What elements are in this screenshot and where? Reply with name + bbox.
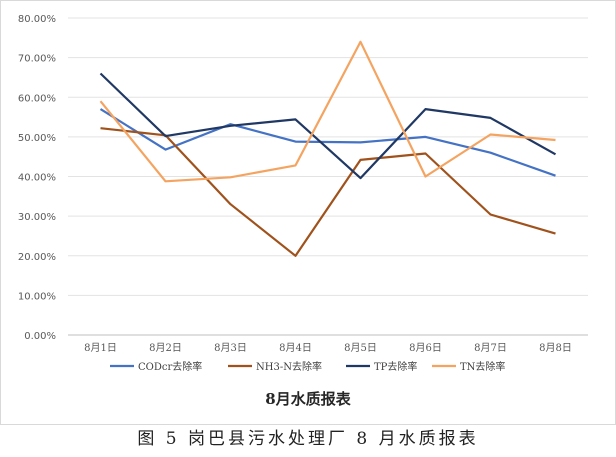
y-tick-label: 40.00% xyxy=(18,173,56,184)
x-tick-label: 8月5日 xyxy=(344,342,377,354)
x-tick-label: 8月6日 xyxy=(409,342,442,354)
grid-lines xyxy=(68,17,588,336)
series-line-2 xyxy=(100,127,556,257)
chart-title: 8月水质报表 xyxy=(265,390,351,408)
y-tick-label: 50.00% xyxy=(18,133,56,144)
y-axis-ticks: 0.00% 10.00% 20.00% 30.00% 40.00% 50.00% 60.00… xyxy=(18,14,56,342)
series-line-3 xyxy=(99,72,557,180)
x-tick-label: 8月2日 xyxy=(149,342,182,354)
x-tick-label: 8月4日 xyxy=(279,342,312,354)
line-chart: 0.00% 10.00% 20.00% 30.00% 40.00% 50.00% 60.00… xyxy=(18,14,588,408)
x-tick-label: 8月7日 xyxy=(474,342,507,354)
legend-label: TP去除率 xyxy=(374,360,417,373)
x-tick-label: 8月1日 xyxy=(84,342,117,354)
series-line-4 xyxy=(99,40,556,183)
y-tick-label: 10.00% xyxy=(18,291,56,302)
x-tick-label: 8月8日 xyxy=(539,342,572,354)
legend-label: NH3-N去除率 xyxy=(256,360,322,373)
y-tick-label: 20.00% xyxy=(18,252,56,263)
legend-label: TN去除率 xyxy=(460,360,505,373)
y-tick-label: 0.00% xyxy=(24,331,56,342)
y-tick-label: 80.00% xyxy=(18,14,56,25)
legend: CODcr去除率 NH3-N去除率 TP去除率 TN去除率 xyxy=(110,360,505,373)
series-line-1 xyxy=(99,108,556,177)
y-tick-label: 70.00% xyxy=(18,54,56,65)
figure-caption: 图 5 岗巴县污水处理厂 8 月水质报表 xyxy=(137,429,479,449)
y-tick-label: 60.00% xyxy=(18,93,56,104)
series-lines xyxy=(99,40,557,257)
y-tick-label: 30.00% xyxy=(18,212,56,223)
x-tick-label: 8月3日 xyxy=(214,342,247,354)
x-axis-ticks: 8月1日 8月2日 8月3日 8月4日 8月5日 8月6日 8月7日 8月8日 xyxy=(84,342,572,354)
legend-label: CODcr去除率 xyxy=(138,360,202,373)
